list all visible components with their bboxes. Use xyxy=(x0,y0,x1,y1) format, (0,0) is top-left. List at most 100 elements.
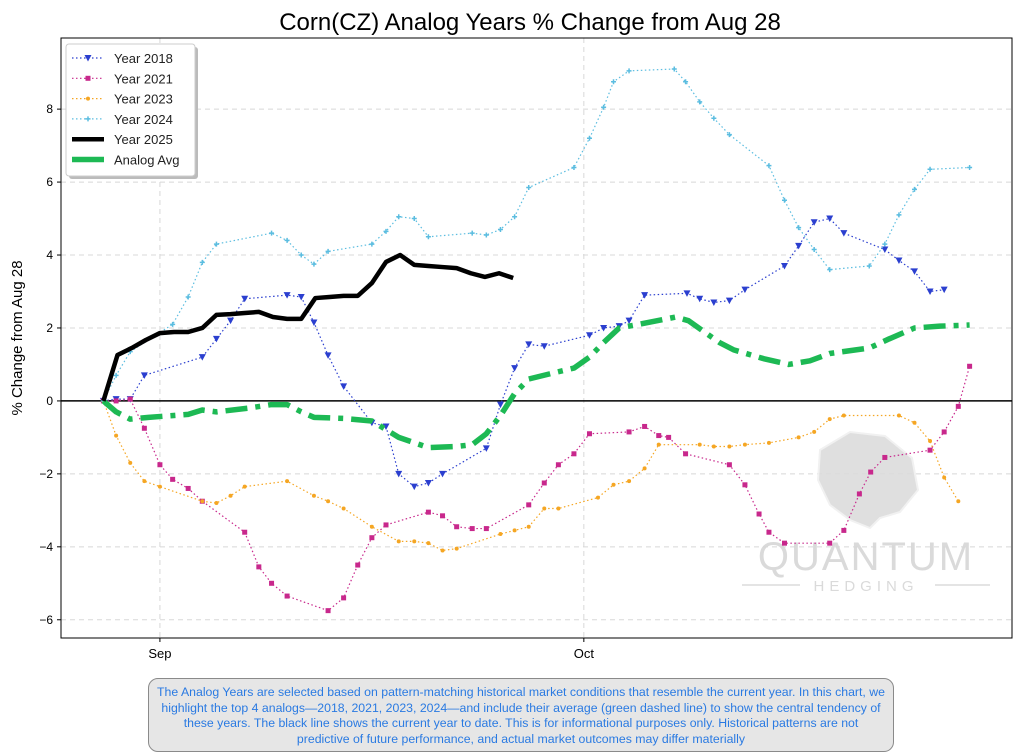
point-year-2024 xyxy=(781,197,787,203)
point-year-2021 xyxy=(927,447,933,453)
point-year-2024 xyxy=(497,226,503,232)
point-year-2018 xyxy=(511,365,519,372)
point-year-2021 xyxy=(955,403,961,409)
point-year-2023 xyxy=(426,541,431,546)
point-year-2023 xyxy=(114,433,119,438)
point-year-2023 xyxy=(766,440,771,445)
watermark-hedging: HEDGING xyxy=(813,578,918,595)
point-year-2024 xyxy=(170,321,176,327)
point-year-2021 xyxy=(742,482,748,488)
point-year-2021 xyxy=(341,595,347,601)
point-year-2021 xyxy=(425,509,431,515)
point-year-2021 xyxy=(868,469,874,475)
point-year-2018 xyxy=(696,295,704,303)
point-year-2023 xyxy=(742,442,747,447)
point-year-2021 xyxy=(683,451,689,457)
point-year-2024 xyxy=(726,132,732,138)
point-year-2023 xyxy=(912,420,917,425)
point-year-2018 xyxy=(540,343,548,350)
point-year-2024 xyxy=(369,241,375,247)
point-year-2024 xyxy=(671,66,677,72)
point-year-2018 xyxy=(725,297,733,305)
point-year-2024 xyxy=(766,163,772,169)
legend-item-year-2023: Year 2023 xyxy=(72,92,173,107)
point-year-2021 xyxy=(170,476,176,482)
point-year-2024 xyxy=(911,186,917,192)
point-year-2018 xyxy=(585,332,593,339)
series-year-2018 xyxy=(99,215,948,491)
point-year-2024 xyxy=(411,216,417,222)
x-tick-label: Oct xyxy=(574,646,595,661)
point-year-2024 xyxy=(425,234,431,240)
point-year-2018 xyxy=(241,295,249,303)
legend-item-year-2021: Year 2021 xyxy=(72,71,173,86)
point-year-2023 xyxy=(285,479,290,484)
point-year-2024 xyxy=(185,294,191,300)
point-year-2023 xyxy=(942,475,947,480)
point-year-2018 xyxy=(810,219,818,226)
y-tick-label: 4 xyxy=(46,248,53,262)
y-tick-label: −2 xyxy=(39,467,53,481)
point-year-2018 xyxy=(741,286,749,294)
point-year-2018 xyxy=(496,401,504,409)
point-year-2023 xyxy=(956,499,961,504)
point-year-2024 xyxy=(967,164,973,170)
line-year-2024 xyxy=(102,68,970,402)
series-year-2021 xyxy=(100,363,973,614)
point-year-2023 xyxy=(656,442,661,447)
point-year-2023 xyxy=(526,524,531,529)
point-year-2024 xyxy=(811,247,817,253)
point-year-2023 xyxy=(556,506,561,511)
point-year-2021 xyxy=(113,398,119,404)
point-year-2024 xyxy=(199,259,205,265)
brain-logo-icon xyxy=(816,430,920,530)
point-year-2018 xyxy=(710,299,718,306)
point-year-2024 xyxy=(882,241,888,247)
point-year-2023 xyxy=(542,506,547,511)
legend-marker xyxy=(85,116,91,122)
point-year-2018 xyxy=(881,246,889,254)
point-year-2021 xyxy=(781,540,787,546)
point-year-2023 xyxy=(200,499,205,504)
point-year-2021 xyxy=(269,580,275,586)
point-year-2018 xyxy=(340,383,348,390)
point-year-2021 xyxy=(882,454,888,460)
point-year-2018 xyxy=(424,479,432,487)
point-year-2024 xyxy=(113,372,119,378)
legend-label: Year 2023 xyxy=(114,92,173,107)
point-year-2021 xyxy=(766,529,772,535)
y-tick-label: −6 xyxy=(39,613,53,627)
point-year-2024 xyxy=(626,68,632,74)
line-year-2018 xyxy=(103,217,945,488)
point-year-2024 xyxy=(311,261,317,267)
point-year-2021 xyxy=(440,513,446,519)
point-year-2021 xyxy=(483,526,489,532)
legend-item-analog-avg: Analog Avg xyxy=(72,153,180,168)
point-year-2021 xyxy=(256,564,262,570)
legend-item-year-2025: Year 2025 xyxy=(72,132,173,147)
line-year-2025 xyxy=(101,252,514,402)
point-year-2021 xyxy=(967,363,973,369)
point-year-2024 xyxy=(396,214,402,220)
point-year-2023 xyxy=(642,466,647,471)
point-year-2024 xyxy=(512,214,518,220)
point-year-2024 xyxy=(571,164,577,170)
point-year-2018 xyxy=(297,293,305,301)
point-year-2021 xyxy=(157,462,163,468)
legend: Year 2018 Year 2021 Year 2023 Year 2024 Year… xyxy=(65,43,198,179)
point-year-2023 xyxy=(512,528,517,533)
disclaimer-caption: The Analog Years are selected based on p… xyxy=(148,678,894,752)
point-year-2023 xyxy=(454,546,459,551)
point-year-2024 xyxy=(526,185,532,191)
point-year-2023 xyxy=(796,435,801,440)
point-year-2018 xyxy=(826,215,834,223)
point-year-2023 xyxy=(214,501,219,506)
point-year-2021 xyxy=(325,608,331,614)
point-year-2021 xyxy=(841,527,847,533)
y-tick-label: 8 xyxy=(46,102,53,116)
point-year-2021 xyxy=(555,462,561,468)
point-year-2023 xyxy=(157,484,162,489)
legend-item-year-2018: Year 2018 xyxy=(72,51,173,66)
point-year-2018 xyxy=(625,317,633,325)
point-year-2023 xyxy=(326,499,331,504)
